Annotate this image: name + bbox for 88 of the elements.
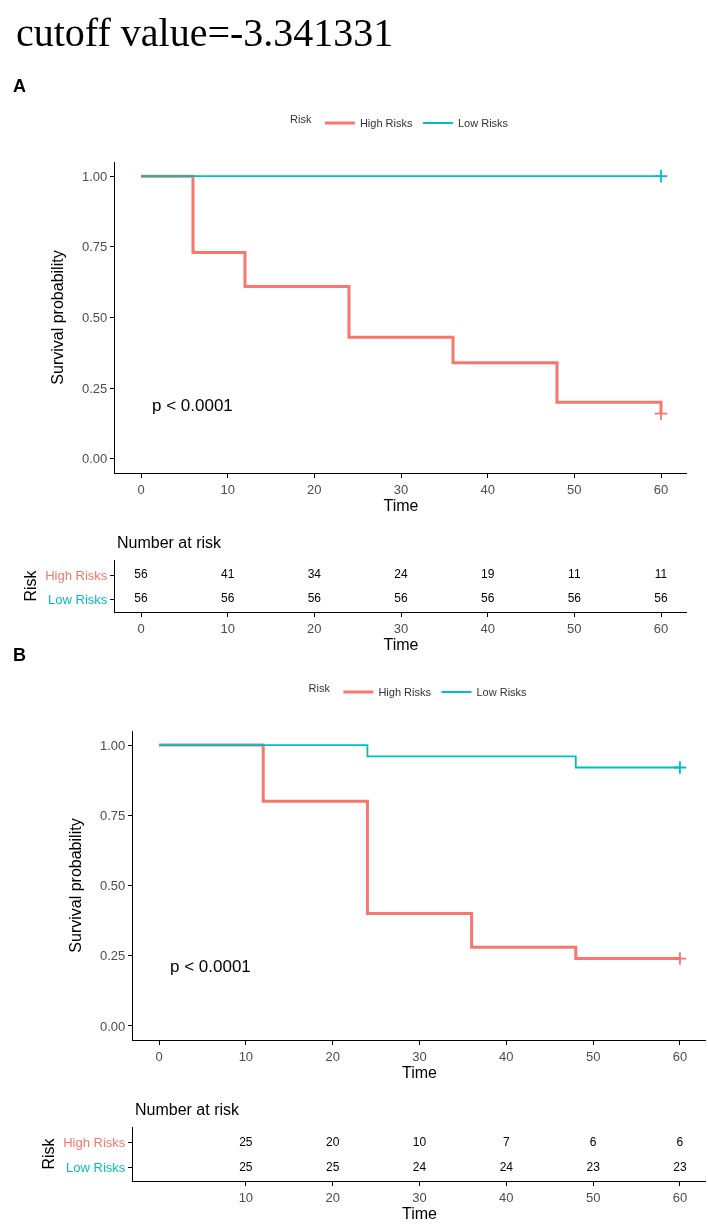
x-tick-label: 10 bbox=[238, 1189, 254, 1205]
y-tick-label: 0.00 bbox=[99, 1018, 126, 1034]
legend-label: High Risks bbox=[378, 686, 432, 699]
chart-title: Number at risk bbox=[117, 534, 223, 551]
data-label: 24 bbox=[394, 567, 408, 582]
text: B bbox=[13, 645, 26, 665]
y-tick-label: High Risks bbox=[63, 1135, 126, 1151]
x-tick-label: 60 bbox=[653, 620, 669, 636]
chart-title: cutoff value=-3.341331 bbox=[16, 10, 394, 55]
y-axis-title: Survival probability bbox=[66, 818, 84, 953]
data-label: 20 bbox=[326, 1134, 340, 1149]
x-tick-label: 10 bbox=[220, 620, 235, 636]
x-tick-label: 10 bbox=[238, 1048, 254, 1064]
legend-title: Risk bbox=[290, 112, 312, 125]
x-tick-label: 20 bbox=[325, 1189, 340, 1205]
x-tick-label: 40 bbox=[480, 481, 495, 497]
data-label: 25 bbox=[239, 1159, 253, 1174]
legend-title: Risk bbox=[308, 681, 331, 694]
y-tick-label: 0.75 bbox=[99, 807, 126, 823]
data-label: 6 bbox=[676, 1134, 684, 1149]
data-label: 56 bbox=[307, 591, 322, 606]
x-tick-label: 50 bbox=[585, 1189, 601, 1205]
x-tick-label: 60 bbox=[653, 481, 669, 497]
x-tick-label: 20 bbox=[307, 620, 322, 636]
annotation: p < 0.0001 bbox=[152, 396, 233, 415]
x-tick-label: 20 bbox=[325, 1048, 340, 1064]
x-tick-label: 0 bbox=[155, 1048, 163, 1064]
x-axis-title: Time bbox=[383, 496, 419, 514]
y-axis-title: Risk bbox=[40, 1137, 58, 1170]
y-tick-label: Low Risks bbox=[66, 1160, 126, 1176]
data-label: 6 bbox=[589, 1134, 597, 1149]
x-tick-label: 50 bbox=[585, 1048, 601, 1064]
y-tick-label: 1.00 bbox=[81, 168, 108, 184]
y-tick-label: 0.50 bbox=[99, 878, 126, 894]
x-tick-label: 40 bbox=[499, 1189, 514, 1205]
y-axis-title: Survival probability bbox=[48, 250, 66, 385]
y-axis-title: Risk bbox=[22, 569, 40, 602]
y-tick-label: 0.75 bbox=[81, 239, 108, 255]
x-axis-title: Time bbox=[402, 1204, 438, 1222]
data-label: 7 bbox=[502, 1134, 510, 1149]
data-label: 25 bbox=[326, 1159, 340, 1174]
x-tick-label: 60 bbox=[672, 1189, 688, 1205]
data-label: 24 bbox=[412, 1159, 427, 1174]
data-label: 56 bbox=[134, 567, 148, 582]
data-label: 23 bbox=[673, 1159, 687, 1174]
x-tick-label: 30 bbox=[412, 1189, 427, 1205]
data-label: 56 bbox=[567, 591, 582, 606]
y-tick-label: Low Risks bbox=[48, 591, 108, 607]
data-label: 56 bbox=[480, 591, 495, 606]
data-label: 34 bbox=[307, 567, 322, 582]
annotation: p < 0.0001 bbox=[170, 957, 251, 976]
legend-label: Low Risks bbox=[476, 686, 528, 699]
x-tick-label: 30 bbox=[393, 620, 409, 636]
legend-label: Low Risks bbox=[457, 117, 509, 130]
y-tick-label: 0.50 bbox=[81, 310, 108, 326]
y-tick-label: 0.25 bbox=[81, 380, 108, 396]
data-label: 56 bbox=[394, 591, 408, 606]
x-tick-label: 40 bbox=[499, 1048, 514, 1064]
data-label: 23 bbox=[586, 1159, 601, 1174]
x-tick-label: 40 bbox=[480, 620, 495, 636]
y-tick-label: High Risks bbox=[45, 567, 108, 583]
data-label: 56 bbox=[654, 591, 668, 606]
data-label: 11 bbox=[568, 567, 581, 582]
data-label: 41 bbox=[220, 567, 235, 582]
data-label: 11 bbox=[654, 567, 668, 582]
x-tick-label: 0 bbox=[137, 481, 145, 497]
text: A bbox=[13, 76, 26, 96]
data-label: 24 bbox=[499, 1159, 514, 1174]
y-tick-label: 0.25 bbox=[99, 948, 126, 964]
y-tick-label: 1.00 bbox=[99, 737, 126, 753]
y-tick-label: 0.00 bbox=[81, 451, 108, 467]
x-tick-label: 60 bbox=[672, 1048, 688, 1064]
data-label: 10 bbox=[412, 1134, 427, 1149]
data-label: 19 bbox=[480, 567, 495, 582]
data-label: 56 bbox=[220, 591, 235, 606]
x-tick-label: 30 bbox=[412, 1048, 427, 1064]
x-tick-label: 0 bbox=[137, 620, 145, 636]
x-tick-label: 20 bbox=[307, 481, 322, 497]
data-label: 25 bbox=[239, 1134, 253, 1149]
x-tick-label: 30 bbox=[393, 481, 409, 497]
x-tick-label: 10 bbox=[220, 481, 235, 497]
x-axis-title: Time bbox=[402, 1063, 438, 1081]
x-tick-label: 50 bbox=[567, 481, 582, 497]
x-tick-label: 50 bbox=[567, 620, 582, 636]
legend-label: High Risks bbox=[359, 117, 413, 130]
data-label: 56 bbox=[134, 591, 148, 606]
x-axis-title: Time bbox=[383, 635, 419, 653]
chart-title: Number at risk bbox=[135, 1101, 241, 1118]
